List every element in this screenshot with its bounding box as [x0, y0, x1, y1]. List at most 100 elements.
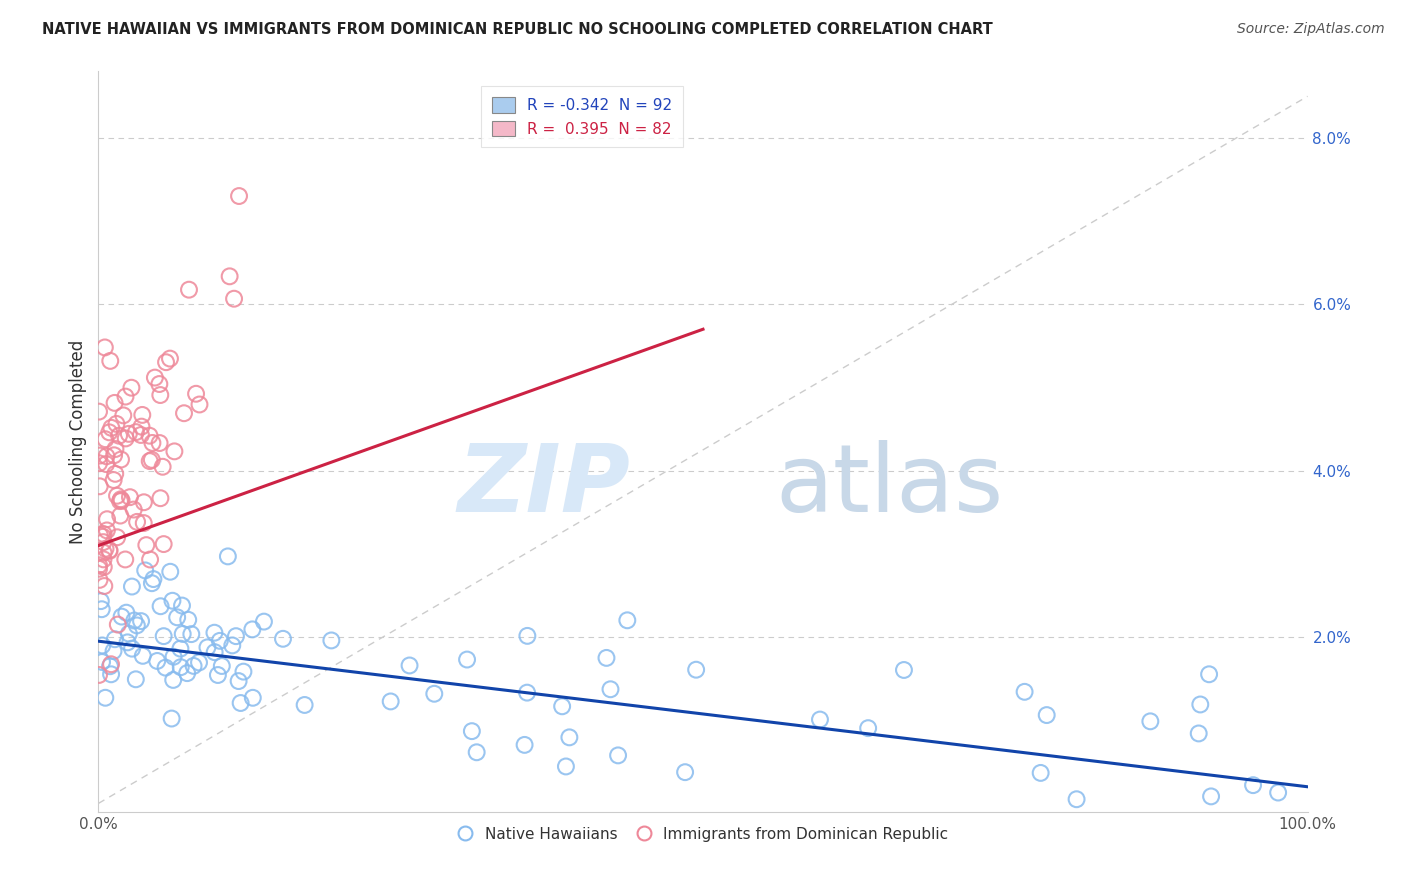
Point [90, 602, 112, 616]
Point [177, 283, 200, 297]
Point [89, 573, 111, 587]
Point [118, 490, 141, 504]
Point [118, 426, 141, 441]
Point [1188, 726, 1211, 740]
Point [141, 453, 163, 467]
Point [159, 565, 181, 579]
Point [228, 674, 250, 689]
Point [152, 537, 174, 551]
Point [162, 593, 184, 607]
Point [380, 694, 402, 708]
Point [162, 649, 184, 664]
Point [135, 538, 157, 552]
Point [98, 659, 121, 673]
Point [321, 633, 343, 648]
Point [110, 508, 132, 523]
Point [225, 629, 247, 643]
Point [461, 724, 484, 739]
Point [160, 712, 183, 726]
Point [96, 512, 118, 526]
Point [108, 494, 131, 508]
Point [232, 665, 254, 679]
Point [893, 663, 915, 677]
Point [188, 397, 211, 411]
Point [159, 351, 181, 366]
Point [87, 558, 110, 573]
Point [138, 428, 160, 442]
Point [114, 432, 136, 446]
Point [87, 404, 110, 418]
Point [94, 541, 117, 556]
Point [94, 432, 117, 446]
Point [595, 651, 617, 665]
Point [1066, 792, 1088, 806]
Point [180, 627, 202, 641]
Point [112, 409, 135, 423]
Point [1199, 789, 1222, 804]
Point [170, 660, 193, 674]
Point [1014, 685, 1036, 699]
Point [184, 386, 207, 401]
Point [148, 377, 170, 392]
Point [1035, 708, 1057, 723]
Point [110, 609, 132, 624]
Point [132, 516, 155, 530]
Point [121, 641, 143, 656]
Point [98, 543, 121, 558]
Point [143, 370, 166, 384]
Point [93, 579, 115, 593]
Point [163, 444, 186, 458]
Point [607, 748, 630, 763]
Point [423, 687, 446, 701]
Point [105, 417, 128, 431]
Point [94, 341, 117, 355]
Point [204, 625, 226, 640]
Point [170, 599, 193, 613]
Point [131, 419, 153, 434]
Point [155, 660, 177, 674]
Point [222, 292, 245, 306]
Point [149, 388, 172, 402]
Point [218, 269, 240, 284]
Point [114, 552, 136, 566]
Point [162, 673, 184, 687]
Point [1029, 765, 1052, 780]
Point [89, 479, 111, 493]
Point [118, 626, 141, 640]
Point [108, 428, 131, 442]
Point [1198, 667, 1220, 681]
Point [465, 745, 488, 759]
Point [217, 549, 239, 564]
Point [188, 656, 211, 670]
Point [107, 617, 129, 632]
Point [121, 580, 143, 594]
Point [105, 530, 128, 544]
Point [229, 696, 252, 710]
Point [100, 421, 122, 435]
Point [558, 731, 581, 745]
Point [93, 552, 115, 566]
Point [176, 666, 198, 681]
Point [105, 489, 128, 503]
Point [98, 425, 121, 440]
Point [673, 765, 696, 780]
Point [808, 713, 831, 727]
Point [96, 457, 118, 471]
Point [141, 436, 163, 450]
Point [91, 535, 114, 549]
Point [555, 759, 578, 773]
Point [616, 613, 638, 627]
Point [94, 690, 117, 705]
Point [516, 685, 538, 699]
Point [271, 632, 294, 646]
Point [87, 562, 110, 576]
Point [142, 572, 165, 586]
Point [114, 390, 136, 404]
Point [169, 641, 191, 656]
Point [90, 594, 112, 608]
Point [117, 635, 139, 649]
Point [100, 657, 122, 672]
Point [138, 454, 160, 468]
Point [115, 606, 138, 620]
Point [183, 659, 205, 673]
